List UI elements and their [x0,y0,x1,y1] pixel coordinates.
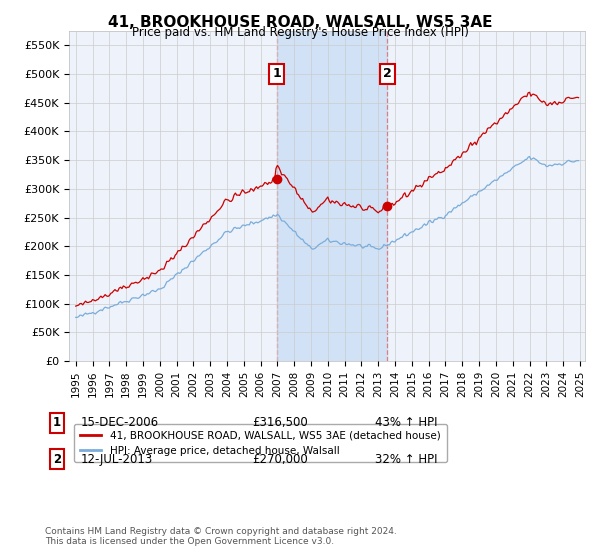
Legend: 41, BROOKHOUSE ROAD, WALSALL, WS5 3AE (detached house), HPI: Average price, deta: 41, BROOKHOUSE ROAD, WALSALL, WS5 3AE (d… [74,424,446,462]
Text: 2: 2 [53,452,61,466]
Text: 32% ↑ HPI: 32% ↑ HPI [375,452,437,466]
Text: 15-DEC-2006: 15-DEC-2006 [81,416,159,430]
Bar [277,31,388,361]
Text: 12-JUL-2013: 12-JUL-2013 [81,452,153,466]
Text: £316,500: £316,500 [252,416,308,430]
Text: Price paid vs. HM Land Registry's House Price Index (HPI): Price paid vs. HM Land Registry's House … [131,26,469,39]
Text: 1: 1 [272,67,281,81]
Text: 2: 2 [383,67,392,81]
Text: £270,000: £270,000 [252,452,308,466]
Text: Contains HM Land Registry data © Crown copyright and database right 2024.
This d: Contains HM Land Registry data © Crown c… [45,526,397,546]
Text: 43% ↑ HPI: 43% ↑ HPI [375,416,437,430]
Text: 1: 1 [53,416,61,430]
Text: 41, BROOKHOUSE ROAD, WALSALL, WS5 3AE: 41, BROOKHOUSE ROAD, WALSALL, WS5 3AE [108,15,492,30]
